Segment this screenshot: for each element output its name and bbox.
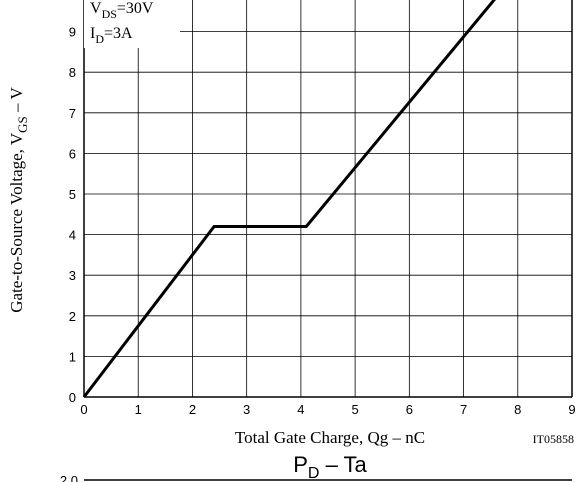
figure-code: IT05858 [533, 432, 574, 446]
condition-id: ID=3A [90, 25, 133, 46]
plot-frame [83, 0, 573, 398]
y-tick-label: 0 [69, 390, 76, 405]
x-tick-labels: 0 1 2 3 4 5 6 7 8 9 [80, 402, 575, 417]
y-tick-label: 6 [69, 146, 76, 161]
x-tick-label: 5 [351, 402, 358, 417]
x-tick-label: 1 [135, 402, 142, 417]
condition-vds: VDS=30V [90, 0, 154, 21]
y-tick-label: 9 [69, 25, 76, 40]
x-tick-label: 4 [297, 402, 304, 417]
x-tick-label: 0 [80, 402, 87, 417]
x-tick-label: 9 [568, 402, 575, 417]
x-tick-label: 8 [514, 402, 521, 417]
next-chart-y-tick: 2.0 [60, 473, 78, 482]
y-axis-label: Gate-to-Source Voltage, VGS – V [7, 87, 30, 313]
x-tick-label: 7 [460, 402, 467, 417]
series-line [82, 0, 496, 398]
y-tick-label: 8 [69, 65, 76, 80]
y-tick-label: 4 [69, 228, 76, 243]
y-tick-label: 7 [69, 106, 76, 121]
conditions-box-bg [84, 0, 180, 48]
y-tick-label: 5 [69, 187, 76, 202]
x-tick-label: 2 [189, 402, 196, 417]
y-tick-label: 1 [69, 349, 76, 364]
x-axis-label: Total Gate Charge, Qg – nC [235, 428, 425, 447]
x-tick-label: 6 [406, 402, 413, 417]
y-tick-label: 2 [69, 309, 76, 324]
x-tick-label: 3 [243, 402, 250, 417]
y-tick-label: 3 [69, 268, 76, 283]
next-chart-title: PD – Ta [293, 452, 367, 482]
y-tick-labels: 0 1 2 3 4 5 6 7 8 9 [69, 25, 76, 405]
